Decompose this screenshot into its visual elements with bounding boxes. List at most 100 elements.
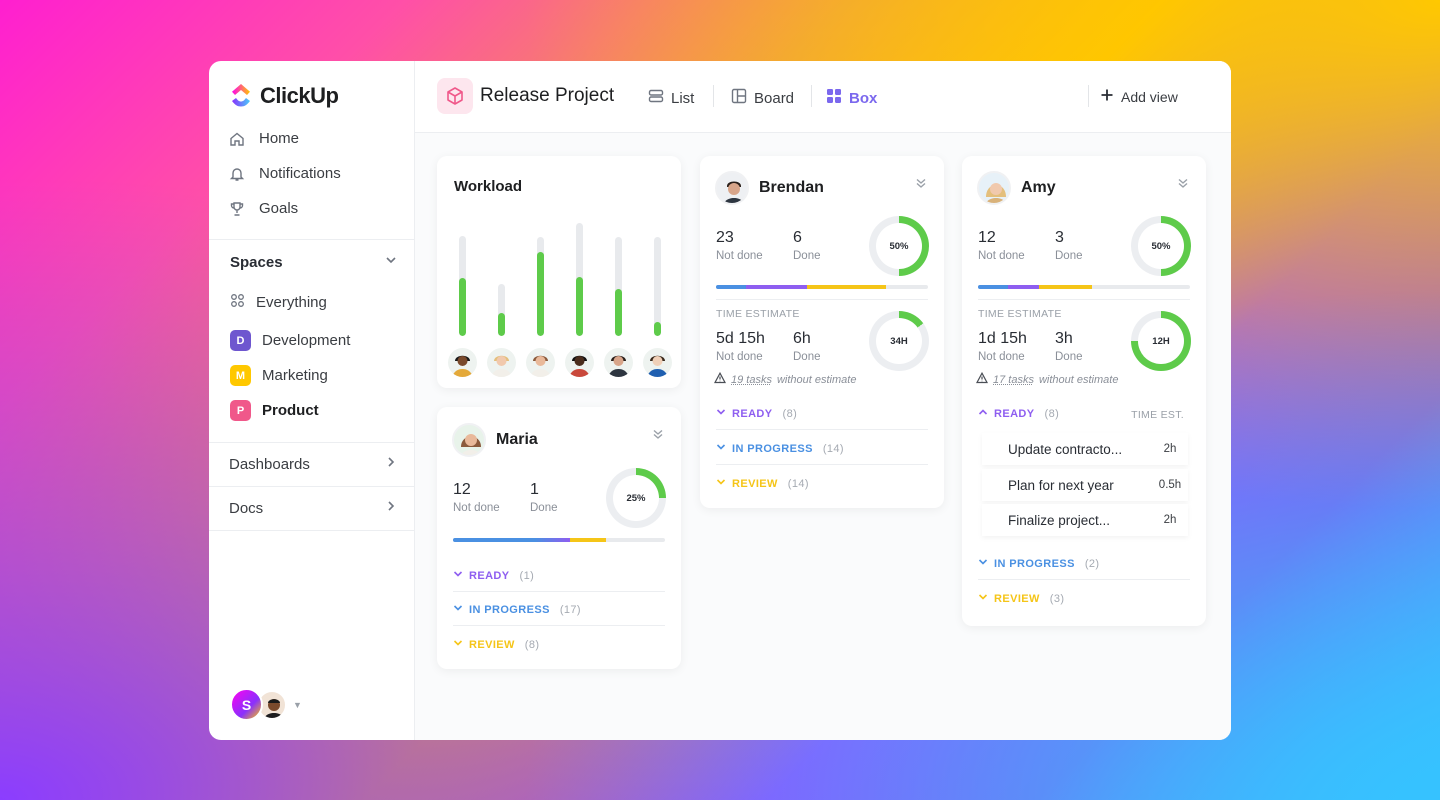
workload-card: Workload — [437, 156, 681, 388]
status-group-review[interactable]: REVIEW (8) — [453, 638, 665, 651]
avatar — [526, 348, 555, 377]
stat-not-done: 12 Not done — [453, 481, 500, 514]
warning-link[interactable]: 19 tasks — [731, 373, 772, 386]
spaces-label: Spaces — [230, 253, 283, 271]
space-badge: P — [230, 400, 251, 421]
section-label: Docs — [229, 499, 264, 517]
sidebar-item-home[interactable]: Home — [229, 130, 299, 147]
divider — [453, 591, 665, 592]
collapse-chevrons-icon[interactable] — [1177, 176, 1189, 194]
workload-bar[interactable] — [498, 312, 505, 336]
workload-bar-track — [459, 236, 466, 336]
divider — [1088, 85, 1089, 107]
spaces-header[interactable]: Spaces — [230, 253, 398, 271]
stat-value: 6 — [793, 229, 802, 246]
status-count: (8) — [782, 407, 798, 420]
avatar — [977, 171, 1011, 205]
task-name: Plan for next year — [1008, 477, 1114, 493]
status-group-ready[interactable]: READY (8) — [978, 407, 1190, 420]
workload-bar[interactable] — [576, 277, 583, 336]
status-group-ready[interactable]: READY (8) — [716, 407, 928, 420]
chevron-down-icon — [978, 592, 988, 605]
status-count: (2) — [1084, 557, 1100, 570]
time-not-done: 5d 15h Not done — [716, 330, 765, 363]
stat-value: 1 — [530, 481, 539, 498]
person-card-amy: Amy 12 Not done 3 Done 50% TIME ESTIMATE… — [962, 156, 1206, 626]
space-item-marketing[interactable]: M Marketing — [230, 365, 328, 386]
chevron-down-icon — [978, 557, 988, 570]
sidebar-item-notifications[interactable]: Notifications — [229, 165, 341, 182]
person-card-maria: Maria 12 Not done 1 Done 25% READY (1) — [437, 407, 681, 669]
stat-label: Done — [793, 351, 821, 363]
status-group-ready[interactable]: READY (1) — [453, 569, 665, 582]
cube-icon — [437, 78, 473, 114]
divider — [978, 299, 1190, 300]
stat-done: 6 Done — [793, 229, 821, 262]
workload-bar-track — [498, 284, 505, 336]
tab-list[interactable]: List — [648, 88, 694, 108]
workload-bar-track — [537, 237, 544, 336]
stat-value: 23 — [716, 229, 734, 246]
space-item-product[interactable]: P Product — [230, 400, 319, 421]
collapse-chevrons-icon[interactable] — [915, 176, 927, 194]
status-group-in-progress[interactable]: IN PROGRESS (17) — [453, 603, 665, 616]
workload-bar[interactable] — [459, 278, 466, 336]
user-avatar: S — [230, 688, 263, 721]
chevron-right-icon — [384, 499, 398, 517]
divider — [716, 299, 928, 300]
task-row[interactable]: Finalize project... 2h — [982, 504, 1188, 536]
space-label: Product — [262, 402, 319, 419]
tab-board[interactable]: Board — [731, 88, 794, 108]
collapse-chevrons-icon[interactable] — [652, 427, 664, 445]
space-item-everything[interactable]: Everything — [230, 293, 327, 312]
task-name: Finalize project... — [1008, 512, 1111, 528]
progress-bar — [978, 285, 1190, 289]
divider — [713, 85, 714, 107]
warning-icon — [713, 371, 727, 387]
status-label: REVIEW — [469, 638, 515, 651]
status-group-in-progress[interactable]: IN PROGRESS (14) — [716, 442, 928, 455]
stat-value: 6h — [793, 330, 811, 347]
time-ring-value: 34H — [876, 318, 922, 364]
divider — [716, 464, 928, 465]
stat-value: 3 — [1055, 229, 1064, 246]
card-title: Workload — [454, 178, 523, 195]
home-icon — [229, 131, 245, 147]
task-row[interactable]: Update contracto... 2h — [982, 433, 1188, 465]
warning-icon — [975, 371, 989, 387]
stat-label: Not done — [716, 351, 763, 363]
chevron-down-icon — [453, 603, 463, 616]
stat-done: 1 Done — [530, 481, 558, 514]
stat-value: 3h — [1055, 330, 1073, 347]
sidebar-section-docs[interactable]: Docs — [229, 499, 398, 517]
warning-link[interactable]: 17 tasks — [993, 373, 1034, 386]
add-view-button[interactable]: Add view — [1100, 88, 1178, 105]
progress-ring: 50% — [869, 216, 929, 276]
tab-label: Box — [849, 89, 878, 107]
workload-bar[interactable] — [537, 251, 544, 336]
space-item-development[interactable]: D Development — [230, 330, 350, 351]
divider — [453, 625, 665, 626]
status-group-review[interactable]: REVIEW (14) — [716, 477, 928, 490]
workload-bar[interactable] — [654, 322, 661, 336]
divider — [209, 530, 414, 531]
task-row[interactable]: Plan for next year 0.5h — [982, 469, 1188, 501]
status-label: REVIEW — [732, 477, 778, 490]
person-card-brendan: Brendan 23 Not done 6 Done 50% TIME ESTI… — [700, 156, 944, 508]
space-badge: M — [230, 365, 251, 386]
chevron-down-icon[interactable] — [384, 253, 398, 271]
stat-not-done: 23 Not done — [716, 229, 763, 262]
sidebar-item-goals[interactable]: Goals — [229, 200, 298, 217]
caret-down-icon: ▼ — [293, 699, 302, 710]
status-group-in-progress[interactable]: IN PROGRESS (2) — [978, 557, 1190, 570]
stat-label: Done — [793, 250, 821, 262]
user-menu[interactable]: S ▼ — [230, 688, 302, 721]
sidebar-section-dashboards[interactable]: Dashboards — [229, 455, 398, 473]
trophy-icon — [229, 201, 245, 217]
tab-box[interactable]: Box — [826, 88, 877, 108]
workload-bar[interactable] — [615, 289, 622, 336]
status-group-review[interactable]: REVIEW (3) — [978, 592, 1190, 605]
stat-label: Done — [1055, 250, 1083, 262]
status-count: (3) — [1049, 592, 1065, 605]
logo[interactable]: ClickUp — [230, 83, 339, 109]
